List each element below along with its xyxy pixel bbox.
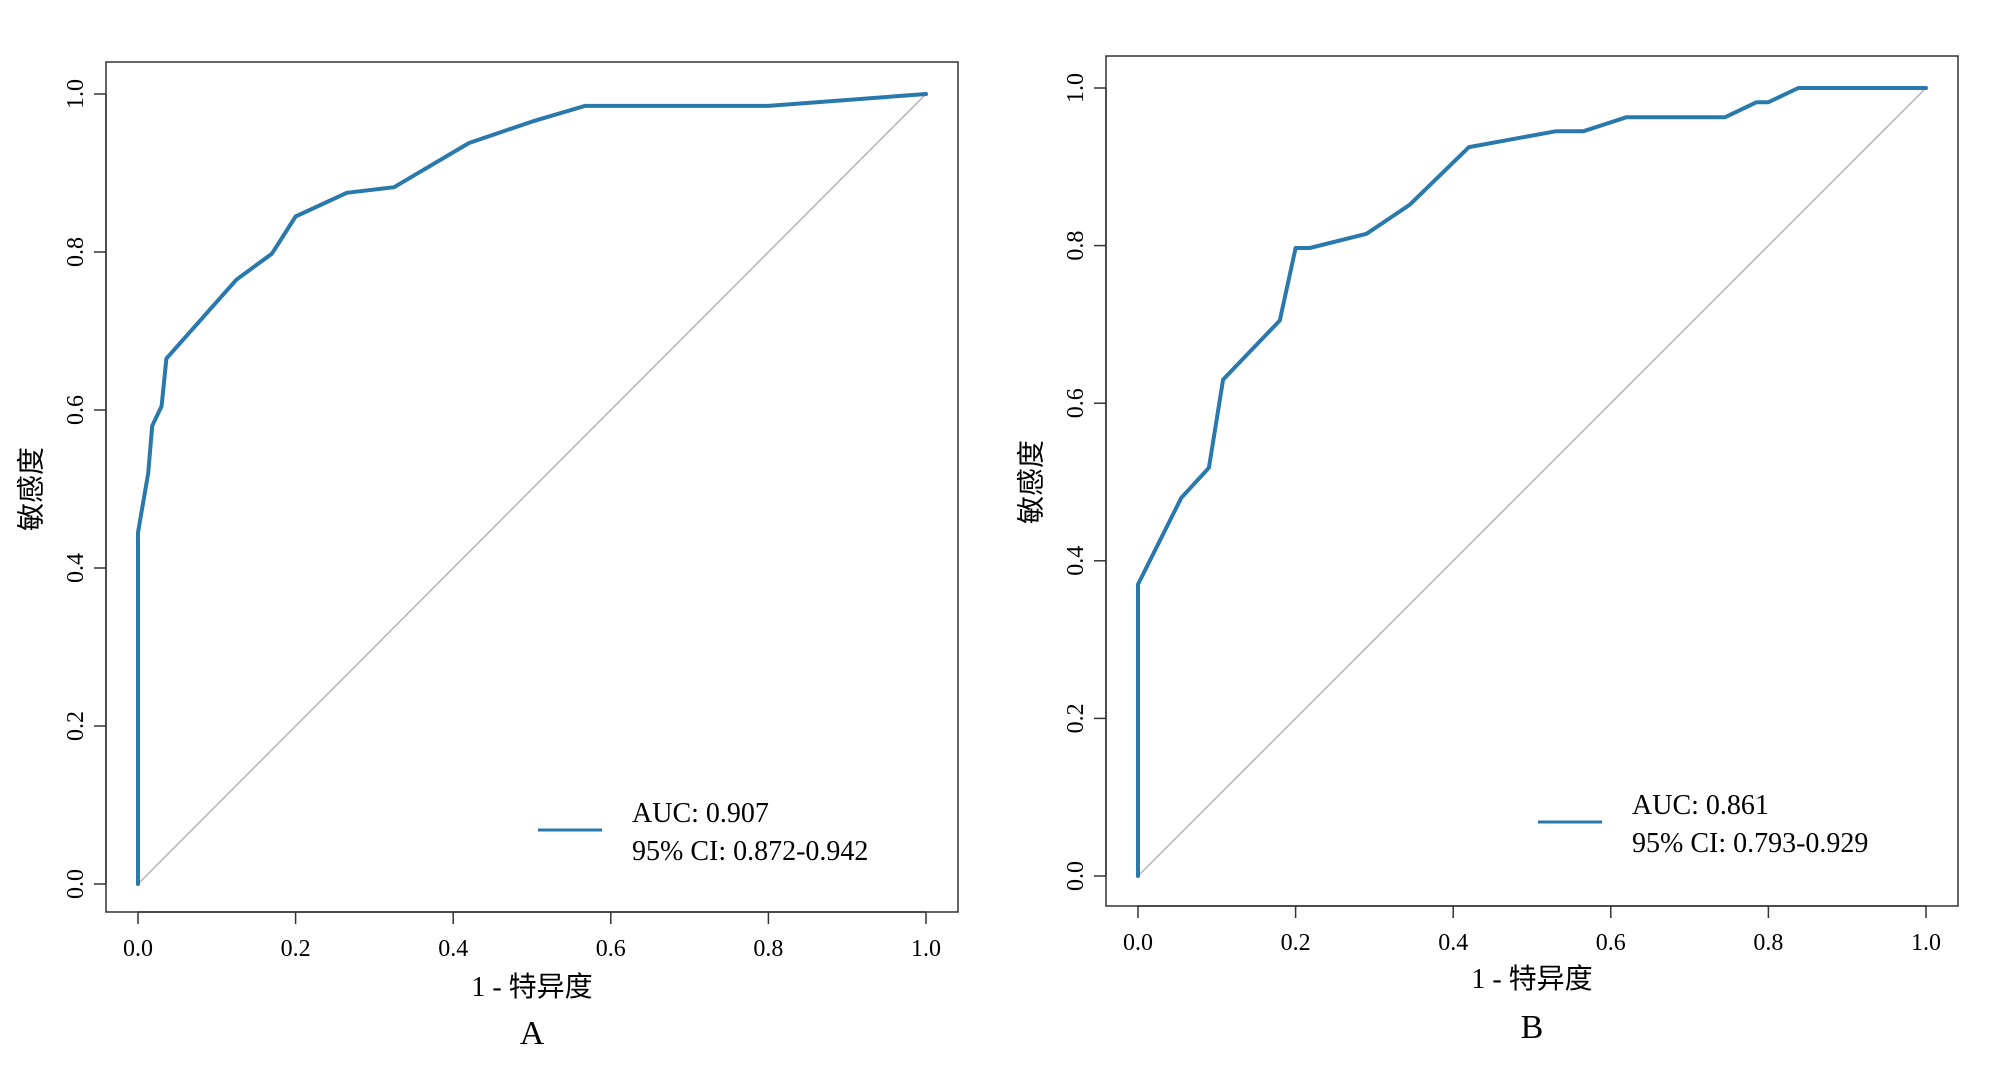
- legend-auc-text: AUC: 0.907: [632, 798, 769, 829]
- y-tick-label: 1.0: [63, 79, 89, 109]
- panel-label: A: [520, 1015, 545, 1052]
- y-tick-label: 0.4: [63, 553, 89, 583]
- panel-label: B: [1521, 1009, 1544, 1046]
- x-axis-label: 1 - 特异度: [1471, 963, 1592, 995]
- x-tick-label: 0.0: [123, 936, 153, 962]
- y-axis-label: 敏感度: [1016, 440, 1048, 524]
- y-tick-label: 0.0: [1063, 861, 1089, 891]
- legend-ci-text: 95% CI: 0.872-0.942: [632, 836, 868, 867]
- x-tick-label: 0.6: [1596, 930, 1626, 956]
- x-tick-label: 0.2: [281, 936, 311, 962]
- y-tick-label: 0.2: [63, 711, 89, 741]
- y-tick-label: 0.2: [1063, 703, 1089, 733]
- y-tick-label: 0.4: [1063, 546, 1089, 576]
- x-tick-label: 1.0: [911, 936, 941, 962]
- x-tick-label: 0.0: [1123, 930, 1153, 956]
- x-tick-label: 0.8: [1753, 930, 1783, 956]
- roc-panel-a: 0.0 0.2 0.4 0.6 0.8 1.0 0.0 0.2 0.4 0.6 0.8 1.0 1 - …: [16, 61, 959, 1052]
- y-tick-label: 1.0: [1063, 73, 1089, 103]
- x-tick-label: 0.6: [596, 936, 626, 962]
- x-tick-label: 0.4: [438, 936, 468, 962]
- x-tick-label: 0.4: [1438, 930, 1468, 956]
- x-tick-label: 1.0: [1911, 930, 1941, 956]
- y-tick-label: 0.6: [1063, 388, 1089, 418]
- y-tick-label: 0.6: [63, 395, 89, 425]
- y-tick-label: 0.8: [1063, 231, 1089, 261]
- roc-curve-line: [1136, 86, 1928, 878]
- y-axis-label: 敏感度: [16, 447, 48, 531]
- x-tick-label: 0.8: [753, 936, 783, 962]
- reference-diagonal-line: [1137, 87, 1927, 877]
- y-tick-label: 0.0: [63, 869, 89, 899]
- reference-diagonal-line: [137, 93, 927, 885]
- roc-curve-line: [136, 92, 928, 886]
- legend-ci-text: 95% CI: 0.793-0.929: [1632, 828, 1868, 859]
- legend-auc-text: AUC: 0.861: [1632, 790, 1769, 821]
- x-axis-label: 1 - 特异度: [471, 971, 592, 1003]
- x-tick-label: 0.2: [1281, 930, 1311, 956]
- y-tick-label: 0.8: [63, 237, 89, 267]
- roc-panel-b: 0.0 0.2 0.4 0.6 0.8 1.0 0.0 0.2 0.4 0.6 0.8 1.0 1 - …: [1016, 55, 1959, 1046]
